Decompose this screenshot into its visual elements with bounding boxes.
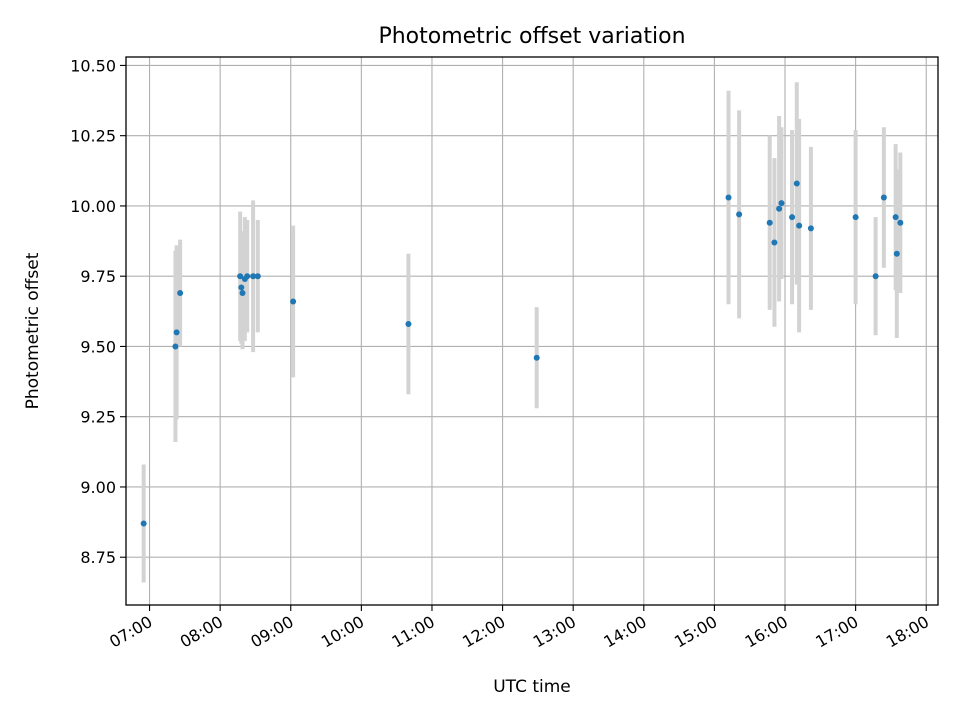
plot-frame	[125, 56, 939, 606]
x-tick-label: 13:00	[530, 612, 579, 652]
x-tick-label: 15:00	[671, 612, 720, 652]
x-tick-label: 18:00	[883, 612, 932, 652]
y-tick-label: 10.25	[70, 127, 116, 146]
data-point	[793, 180, 800, 187]
x-tick-label: 09:00	[247, 612, 296, 652]
data-point	[771, 239, 778, 246]
data-point	[238, 284, 245, 291]
data-point	[880, 194, 887, 201]
data-point	[290, 298, 297, 305]
data-point	[736, 211, 743, 218]
data-point	[776, 205, 783, 212]
y-tick-label: 10.50	[70, 56, 116, 75]
y-tick-label: 9.25	[80, 408, 116, 427]
data-point	[766, 219, 773, 226]
data-point	[405, 320, 412, 327]
data-point	[893, 250, 900, 257]
y-tick-label: 8.75	[80, 548, 116, 567]
x-tick-label: 12:00	[459, 612, 508, 652]
data-point	[725, 194, 732, 201]
data-point	[177, 290, 184, 297]
x-tick-label: 16:00	[742, 612, 791, 652]
data-point	[140, 520, 147, 527]
data-point	[796, 222, 803, 229]
data-point	[172, 343, 179, 350]
data-point	[778, 200, 785, 207]
errorbar-layer	[141, 82, 903, 583]
axis-ticks-layer: 07:00 08:00 09:00 10:00 11:00 12:00 13:00 14:00…	[70, 56, 932, 651]
data-point	[239, 290, 246, 297]
x-axis-label: UTC time	[493, 677, 571, 697]
data-point	[237, 273, 244, 280]
y-tick-label: 9.00	[80, 478, 116, 497]
data-point	[244, 273, 251, 280]
point-layer	[140, 180, 904, 527]
x-tick-label: 17:00	[812, 612, 861, 652]
data-point	[852, 214, 859, 221]
data-point	[533, 354, 540, 361]
data-point	[872, 273, 879, 280]
chart-title: Photometric offset variation	[378, 24, 685, 49]
x-tick-label: 10:00	[318, 612, 367, 652]
x-tick-label: 11:00	[389, 612, 438, 652]
y-tick-label: 10.00	[70, 197, 116, 216]
x-tick-label: 07:00	[106, 612, 155, 652]
data-point	[807, 225, 814, 232]
data-point	[250, 273, 257, 280]
y-tick-label: 9.50	[80, 337, 116, 356]
data-point	[892, 214, 899, 221]
data-point	[897, 219, 904, 226]
y-tick-label: 9.75	[80, 267, 116, 286]
data-point	[173, 329, 180, 336]
y-axis-label: Photometric offset	[23, 252, 43, 409]
data-point	[254, 273, 261, 280]
x-tick-label: 08:00	[177, 612, 226, 652]
data-point	[789, 214, 796, 221]
x-tick-label: 14:00	[600, 612, 649, 652]
